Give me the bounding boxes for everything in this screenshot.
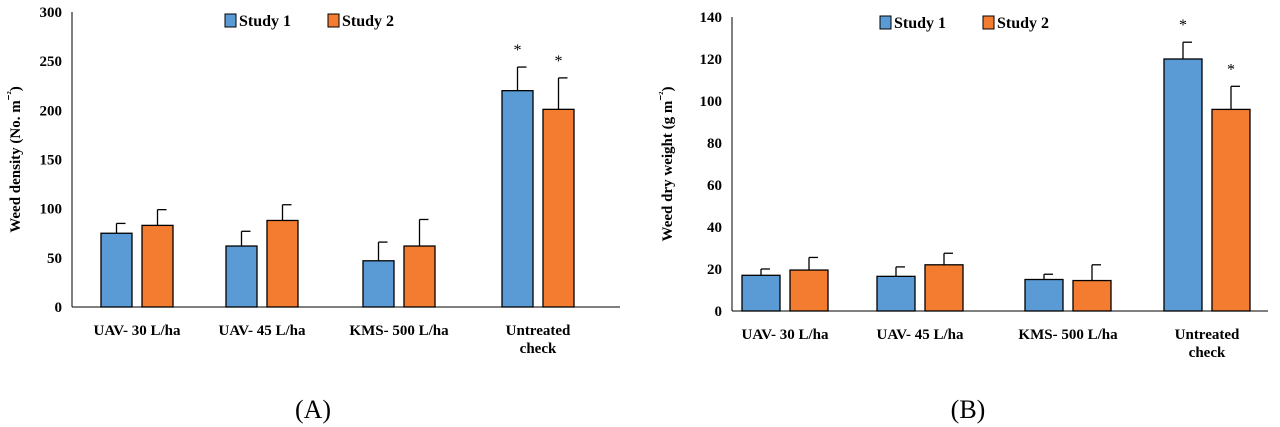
bar — [266, 219, 299, 308]
y-tick-label: 0 — [55, 300, 63, 316]
y-tick-label: 80 — [707, 136, 722, 152]
panel-b-chart: 0 20 40 60 80 100 120 140 Weed dry weight (g m⁻²… — [657, 10, 1268, 424]
bar — [403, 245, 436, 308]
y-tick-label: 0 — [715, 304, 723, 320]
y-tick-label: 100 — [700, 94, 723, 110]
legend-label: Study 1 — [239, 13, 291, 30]
bar — [225, 245, 258, 308]
y-tick-label: 120 — [700, 52, 723, 68]
y-tick-label: 20 — [707, 262, 722, 278]
y-tick-label: 300 — [40, 5, 63, 21]
legend-swatch — [224, 13, 237, 28]
x-tick-label: KMS- 500 L/ha — [349, 323, 449, 339]
legend-swatch — [327, 13, 340, 28]
panel-label: (B) — [951, 395, 986, 424]
bar — [100, 232, 133, 308]
x-tick-label: UAV- 45 L/ha — [219, 323, 306, 339]
y-tick-label: 250 — [40, 54, 63, 70]
bar — [542, 108, 575, 308]
legend-label: Study 1 — [894, 15, 946, 32]
y-tick-label: 140 — [700, 10, 723, 26]
significance-star: * — [1179, 17, 1187, 34]
bar — [876, 275, 916, 312]
panel-label: (A) — [295, 395, 331, 424]
x-tick-label: UAV- 30 L/ha — [742, 327, 829, 343]
x-tick-label: Untreated — [1175, 327, 1240, 343]
y-tick-label: 200 — [40, 103, 63, 119]
y-tick-label: 60 — [707, 178, 722, 194]
bar — [1072, 279, 1112, 312]
y-tick-label: 50 — [47, 251, 62, 267]
x-tick-label: Untreated — [506, 323, 571, 339]
panel-a-chart: 0 50 100 150 200 250 300 Weed density (No. m⁻²)… — [5, 5, 620, 424]
x-tick-label: UAV- 30 L/ha — [94, 323, 181, 339]
x-tick-label: KMS- 500 L/ha — [1018, 327, 1118, 343]
legend-swatch — [982, 15, 995, 30]
significance-star: * — [514, 42, 522, 59]
y-tick-label: 40 — [707, 220, 722, 236]
y-tick-label: 150 — [40, 153, 63, 169]
y-axis-label: Weed density (No. m⁻²) — [5, 86, 24, 233]
bar — [501, 90, 534, 308]
significance-star: * — [555, 53, 563, 70]
bar — [741, 274, 781, 312]
bar — [141, 224, 174, 308]
bar — [362, 260, 395, 308]
legend-swatch — [879, 15, 892, 30]
legend-label: Study 2 — [997, 15, 1049, 32]
y-tick-label: 100 — [40, 202, 63, 218]
bar — [789, 269, 829, 312]
y-axis-label: Weed dry weight (g m⁻²) — [657, 87, 676, 242]
significance-star: * — [1227, 61, 1235, 78]
bar — [1211, 108, 1251, 312]
x-tick-label: UAV- 45 L/ha — [877, 327, 964, 343]
bar — [1024, 278, 1064, 312]
x-tick-label: check — [1189, 345, 1226, 361]
bar — [1163, 58, 1203, 312]
bar — [924, 264, 964, 312]
legend-label: Study 2 — [342, 13, 394, 30]
x-tick-label: check — [520, 341, 557, 357]
